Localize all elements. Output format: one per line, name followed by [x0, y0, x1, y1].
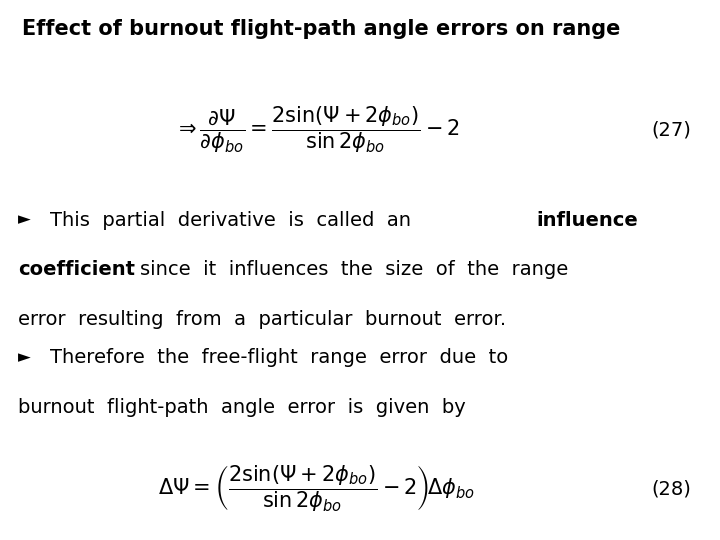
- Text: (28): (28): [652, 479, 691, 498]
- Text: $\Rightarrow \dfrac{\partial \Psi}{\partial \phi_{bo}} = \dfrac{2\sin\!\left(\Ps: $\Rightarrow \dfrac{\partial \Psi}{\part…: [174, 104, 460, 155]
- Text: influence: influence: [536, 211, 638, 229]
- Text: ►: ►: [18, 348, 31, 366]
- Text: ►: ►: [18, 211, 31, 228]
- Text: (27): (27): [652, 120, 691, 139]
- Text: This  partial  derivative  is  called  an: This partial derivative is called an: [50, 211, 424, 229]
- Text: Therefore  the  free-flight  range  error  due  to: Therefore the free-flight range error du…: [50, 348, 508, 367]
- Text: Effect of burnout flight-path angle errors on range: Effect of burnout flight-path angle erro…: [22, 19, 620, 39]
- Text: since  it  influences  the  size  of  the  range: since it influences the size of the rang…: [140, 260, 569, 279]
- Text: $\Delta\Psi = \left(\dfrac{2\sin\!\left(\Psi + 2\phi_{bo}\right)}{\sin 2\phi_{bo: $\Delta\Psi = \left(\dfrac{2\sin\!\left(…: [158, 463, 475, 514]
- Text: error  resulting  from  a  particular  burnout  error.: error resulting from a particular burnou…: [18, 310, 506, 329]
- Text: coefficient: coefficient: [18, 260, 135, 279]
- Text: burnout  flight-path  angle  error  is  given  by: burnout flight-path angle error is given…: [18, 398, 466, 417]
